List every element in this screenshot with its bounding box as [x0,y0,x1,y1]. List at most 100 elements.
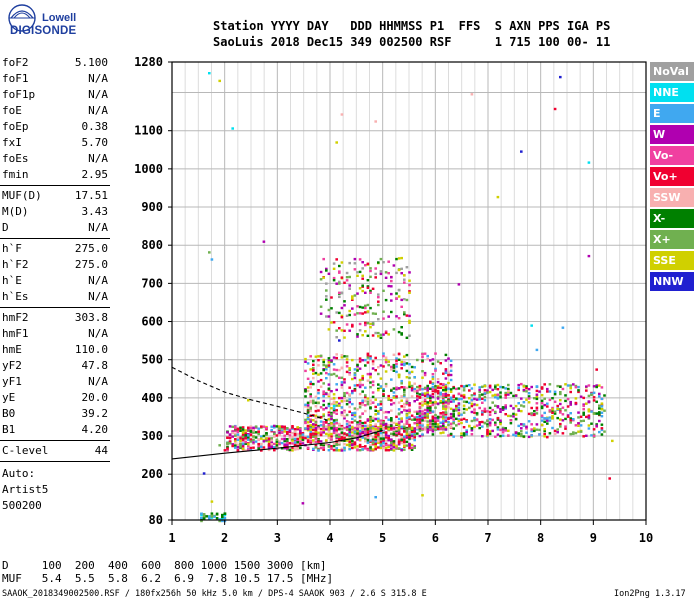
echo-point [252,438,255,441]
echo-point [293,437,297,441]
param-name: B1 [2,423,16,436]
echo-point [447,373,450,377]
echo-point [353,434,357,437]
echo-point [257,432,260,436]
echo-point [340,427,344,431]
echo-point [496,428,500,431]
echo-point [413,376,416,379]
echo-point [525,431,528,434]
echo-point [410,414,414,417]
echo-point [530,324,533,327]
echo-point [543,435,546,438]
echo-point [325,364,328,367]
echo-point [384,358,388,361]
echo-point [335,441,338,444]
echo-point [442,407,445,410]
echo-point [384,331,388,335]
echo-point [397,408,401,411]
echo-point [353,376,357,380]
echo-point [403,311,406,314]
echo-point [270,439,273,442]
echo-point [356,312,359,315]
echo-point [507,387,510,391]
echo-point [421,410,424,413]
legend-item: E [650,104,694,123]
echo-point [327,411,331,414]
echo-point [351,434,354,438]
echo-point [325,289,328,292]
echo-point [390,441,393,445]
echo-point [353,413,357,416]
echo-point [535,406,539,409]
echo-point [213,515,216,518]
echo-point [481,413,484,416]
echo-point [322,446,325,450]
echo-point [499,391,502,394]
echo-point [431,382,435,385]
echo-point [452,413,455,416]
y-tick-label: 900 [141,200,163,214]
echo-point [429,399,432,403]
echo-point [384,416,388,419]
echo-point [520,404,523,407]
echo-point [366,436,370,439]
echo-point [317,449,320,452]
echo-point [382,442,385,445]
echo-point [403,313,406,316]
echo-point [314,409,318,413]
echo-point [356,365,359,368]
echo-point [434,367,437,371]
echo-point [288,434,292,437]
echo-point [322,448,325,451]
echo-point [358,378,362,382]
echo-point [343,355,346,358]
echo-point [423,386,427,390]
echo-point [595,412,598,415]
echo-point [312,432,315,435]
echo-point [499,385,502,389]
echo-point [249,430,253,433]
echo-point [481,435,484,438]
legend-item: X+ [650,230,694,249]
echo-point [325,269,328,272]
echo-point [561,413,565,416]
y-tick-label: 80 [149,513,163,527]
echo-point [579,419,583,423]
echo-point [462,400,466,403]
echo-point [366,354,370,357]
echo-point [322,425,325,428]
echo-point [538,428,541,432]
echo-point [444,377,448,380]
echo-point [499,394,502,397]
echo-point [397,421,401,424]
echo-point [340,306,344,310]
echo-point [369,446,372,449]
echo-point [429,409,432,412]
echo-point [488,418,492,421]
param-separator [0,440,110,441]
echo-point [306,417,310,421]
echo-point [348,410,351,413]
echo-point [361,284,364,287]
echo-point [377,389,380,392]
echo-point [486,434,489,437]
echo-point [530,412,533,415]
echo-point [507,389,510,393]
echo-point [520,382,523,386]
echo-point [327,364,331,367]
param-name: foEp [2,120,29,133]
echo-point [514,431,518,435]
echo-point [371,312,375,315]
echo-point [366,424,370,427]
echo-point [353,384,357,387]
echo-point [348,423,351,427]
echo-point [403,442,406,445]
echo-point [353,294,357,297]
echo-point [408,376,411,380]
echo-point [309,439,312,443]
echo-point [429,396,432,400]
echo-point [408,437,411,440]
echo-point [530,385,533,389]
echo-point [405,436,409,439]
echo-point [358,429,362,433]
